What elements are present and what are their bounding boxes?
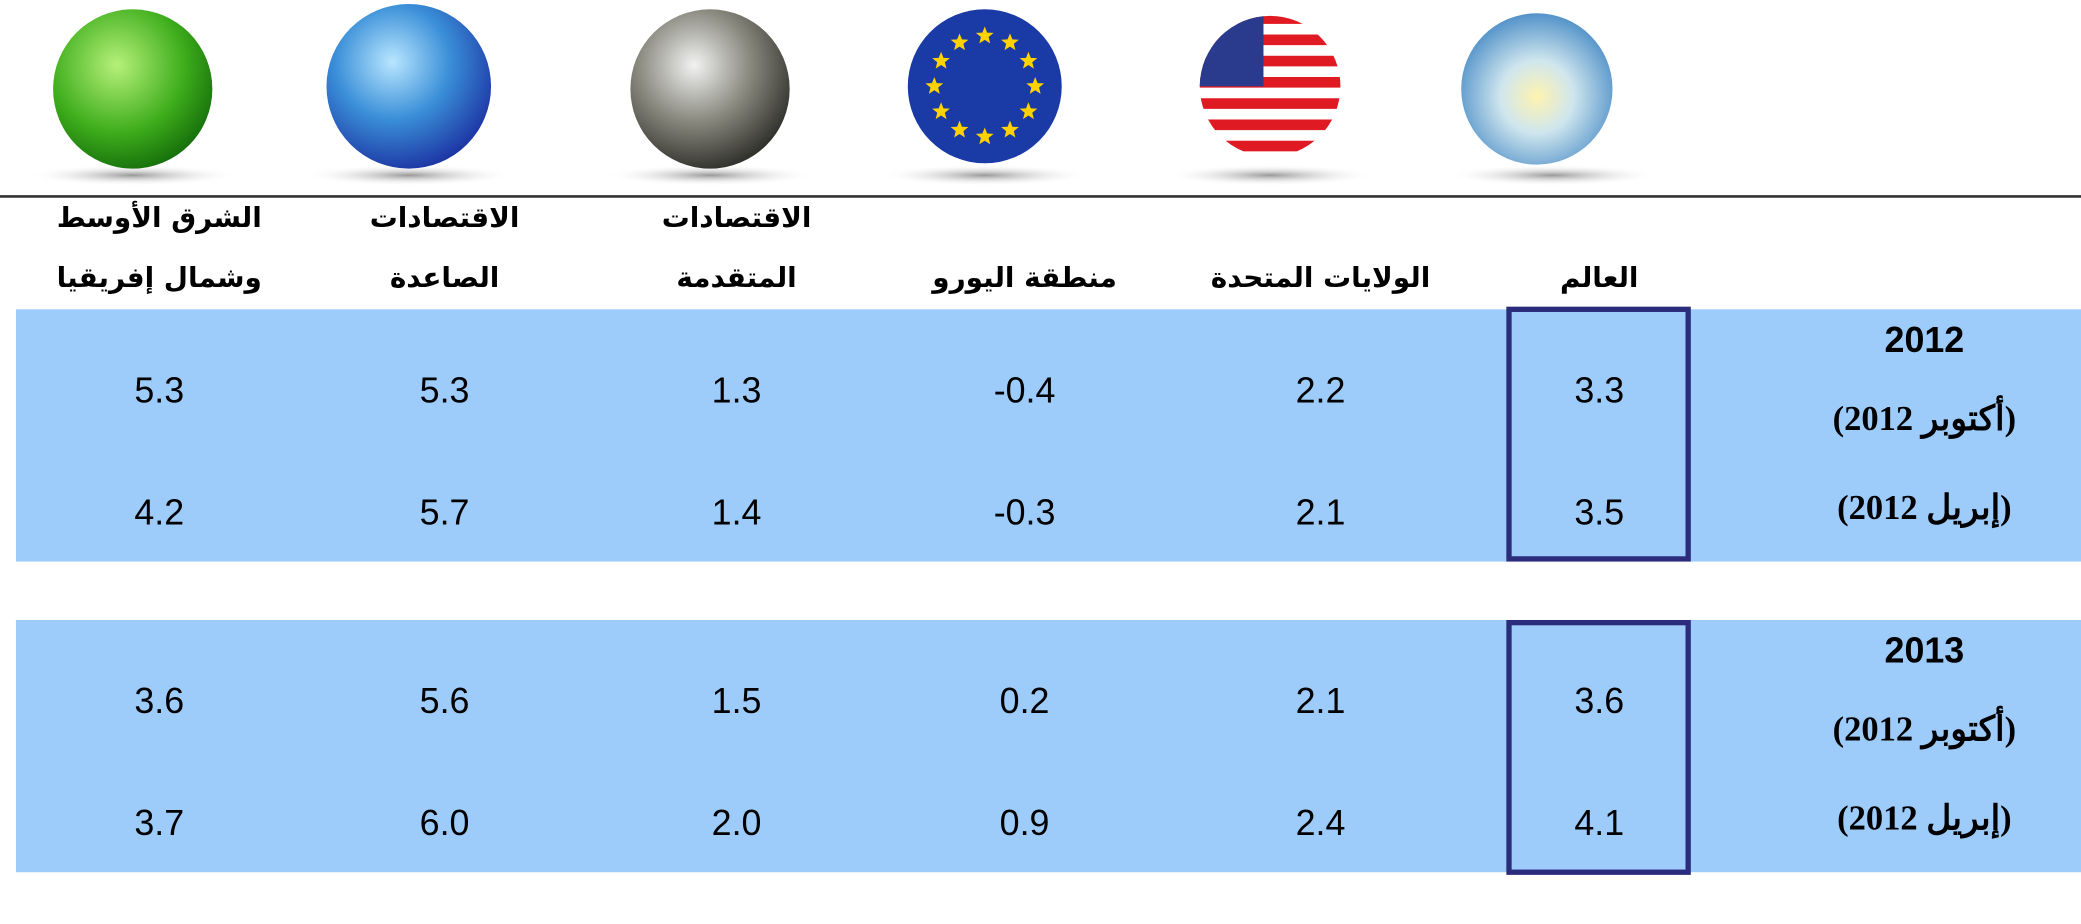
eu-flag-icon [908, 9, 1062, 163]
column-header: الاقتصادات [370, 201, 520, 234]
globe-gray [630, 9, 789, 168]
cell-value: 3.6 [134, 681, 184, 721]
page: {"header": {"columns": [ ["العالم"], ["ا… [0, 0, 2081, 924]
cell-value: 2.4 [1296, 803, 1346, 843]
cell-value: 2.1 [1296, 681, 1346, 721]
cell-value: -0.3 [994, 493, 1056, 533]
cell-value: 2.2 [1296, 370, 1346, 410]
shadow [1164, 165, 1376, 186]
cell-value: -0.4 [994, 370, 1056, 410]
globe-blue [326, 4, 491, 169]
column-header: الصاعدة [390, 261, 499, 294]
table-slide: العالم الولايات المتحدة منطقة اليورو الاقتص… [0, 0, 2081, 924]
cell-value: 5.3 [420, 370, 470, 410]
cell-value: 0.9 [1000, 803, 1050, 843]
cell-value: 3.6 [1574, 681, 1624, 721]
globe-green [53, 9, 212, 168]
cell-value: 3.5 [1574, 493, 1624, 533]
row-label: (أكتوبر 2012) [1833, 394, 2016, 440]
column-header: العالم [1560, 261, 1639, 294]
column-header: الشرق الأوسط [57, 200, 262, 234]
stripe [1194, 119, 1347, 130]
cell-value: 4.2 [134, 493, 184, 533]
cell-value: 5.7 [420, 493, 470, 533]
stripe [1194, 98, 1347, 109]
cell-value: 3.3 [1574, 370, 1624, 410]
year-label: 2013 [1885, 631, 1965, 671]
stripe [1194, 13, 1347, 24]
cell-value: 5.3 [134, 370, 184, 410]
cell-value: 1.3 [712, 370, 762, 410]
cell-value: 0.2 [1000, 681, 1050, 721]
cell-value: 1.5 [712, 681, 762, 721]
cell-value: 2.0 [712, 803, 762, 843]
row-label: (إبريل 2012) [1837, 489, 2012, 529]
column-header: وشمال إفريقيا [57, 261, 262, 295]
shadow [1447, 165, 1659, 186]
icons [27, 4, 1659, 186]
year-label: 2012 [1885, 320, 1965, 360]
cell-value: 3.7 [134, 803, 184, 843]
row-label: (أكتوبر 2012) [1833, 705, 2016, 751]
cell-value: 5.6 [420, 681, 470, 721]
cell-value: 4.1 [1574, 803, 1624, 843]
cell-value: 6.0 [420, 803, 470, 843]
cell-value: 2.1 [1296, 493, 1346, 533]
stripe [1194, 141, 1347, 152]
cell-value: 1.4 [712, 493, 762, 533]
row-label: (إبريل 2012) [1837, 800, 2012, 840]
column-header: المتقدمة [676, 261, 796, 294]
shadow [879, 165, 1091, 186]
us-flag-icon [1194, 13, 1347, 159]
column-header: منطقة اليورو [930, 261, 1117, 294]
column-header: الاقتصادات [662, 201, 812, 234]
globe-world [1461, 13, 1612, 164]
column-header: الولايات المتحدة [1211, 261, 1430, 294]
